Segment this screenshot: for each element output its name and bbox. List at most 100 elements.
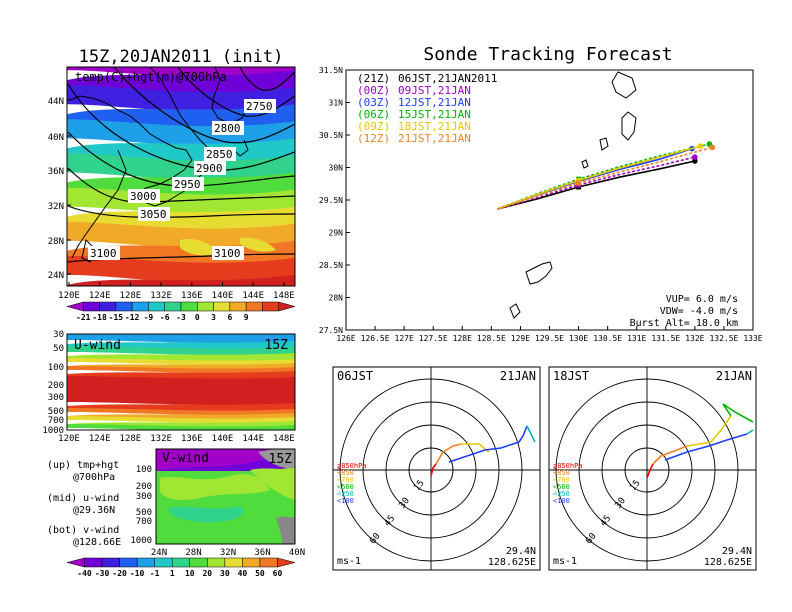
colorbar-label: 3	[211, 313, 216, 322]
lon-tick: 124E	[89, 291, 111, 301]
colorbar-label: 30	[220, 569, 230, 578]
x-tick-label: 127.5E	[419, 334, 448, 343]
height-label: 2800	[214, 122, 241, 135]
vwind-p-tick: 1000	[130, 536, 152, 546]
colorbar-swatch	[189, 557, 208, 568]
height-label: 3100	[90, 247, 117, 260]
hodograph-trace	[430, 463, 437, 477]
uwind-p-tick: 700	[48, 416, 64, 426]
colorbar-swatch	[207, 557, 226, 568]
lon-tick: 140E	[212, 291, 234, 301]
uwind-band	[67, 408, 295, 416]
colorbar-swatch	[115, 301, 133, 312]
legend-utc: (21Z)	[357, 72, 390, 85]
uwind-p-tick: 200	[48, 381, 64, 391]
track-end-marker	[697, 143, 704, 149]
pressure-legend-item: <500	[337, 483, 354, 491]
hodograph-frame	[548, 366, 757, 571]
x-tick-label: 128.5E	[477, 334, 506, 343]
height-label: 2950	[174, 178, 201, 191]
x-tick-label: 131E	[627, 334, 646, 343]
x-tick-label: 131.5E	[651, 334, 680, 343]
uwind-band	[67, 346, 295, 356]
track-coast	[509, 71, 637, 319]
track-end-marker	[692, 158, 698, 164]
uwind-section	[67, 334, 295, 430]
colorbar-swatch	[171, 557, 191, 568]
colorbar-label: -1	[150, 569, 160, 578]
lon-tick: 144E	[242, 291, 264, 301]
vwind-section	[156, 449, 295, 544]
lat-tick: 44N	[48, 97, 64, 107]
colorbar-label: 50	[255, 569, 265, 578]
colorbar-label: -10	[130, 569, 145, 578]
x-tick-label: 127E	[395, 334, 414, 343]
height-label: 3000	[130, 190, 157, 203]
hodograph-lon: 128.625E	[488, 557, 536, 568]
y-tick-label: 29N	[329, 229, 344, 238]
temp-patch	[180, 238, 220, 256]
vwind-lat-tick: 36N	[254, 548, 270, 558]
colorbar-swatch	[224, 557, 243, 568]
pressure-legend-item: <850	[553, 469, 570, 477]
note-line: @700hPa	[73, 472, 115, 483]
height-label: 3100	[214, 247, 241, 260]
x-tick-label: 128E	[453, 334, 472, 343]
pressure-legend-item: ≧850hPa	[553, 462, 583, 470]
colorbar-label: -3	[176, 313, 186, 322]
pressure-legend-item: <100	[553, 497, 570, 505]
y-tick-label: 31.5N	[319, 66, 343, 75]
map-frame	[66, 66, 296, 287]
legend-jst: 09JST,21JAN	[398, 84, 471, 97]
hodograph-trace	[646, 463, 654, 479]
hodograph-frame	[332, 366, 541, 571]
hodograph-trace	[746, 429, 754, 435]
pressure-legend-item: <100	[337, 497, 354, 505]
height-label: 3050	[140, 208, 167, 221]
x-tick-label: 126E	[336, 334, 355, 343]
colorbar-swatch	[164, 301, 182, 312]
colorbar-swatch	[242, 557, 261, 568]
hodograph-rings	[549, 367, 756, 570]
uwind-band	[67, 376, 295, 406]
colorbar-label: -20	[112, 569, 127, 578]
temperature-colorbar: -21 -18 -15 -12 -9 -6 -3 0 3 6 9	[66, 301, 296, 322]
vwind-label: V-wind	[162, 451, 209, 466]
note-line: @128.66E	[73, 537, 121, 548]
vwind-lat-tick: 40N	[289, 548, 305, 558]
lon-tick: 120E	[58, 291, 80, 301]
colorbar-swatch	[66, 557, 85, 568]
track-series-line	[496, 145, 701, 210]
uwind-p-tick: 500	[48, 407, 64, 417]
track-param: Burst Alt= 18.0 km	[630, 318, 738, 329]
hodograph-date: 21JAN	[500, 369, 536, 383]
vwind-p-tick: 700	[136, 517, 152, 527]
note-line: @29.36N	[73, 505, 115, 516]
note-line: (up) tmp+hgt	[47, 460, 119, 471]
pressure-legend-item: <250	[553, 490, 570, 498]
hodograph-trace	[435, 443, 462, 465]
x-tick-label: 129E	[511, 334, 530, 343]
x-tick-label: 129.5E	[535, 334, 564, 343]
vwind-p-tick: 100	[136, 465, 152, 475]
track-param: VUP= 6.0 m/s	[666, 294, 738, 305]
lon-tick: 148E	[273, 291, 295, 301]
wind-colorbar: -40 -30 -20 -10 -1 1 10 20 30 40 50 60	[66, 557, 296, 578]
colorbar-swatch	[119, 557, 138, 568]
uwind-frame	[66, 333, 296, 431]
temp-patch	[240, 237, 276, 252]
hodograph-trace	[652, 445, 688, 465]
height-label-bg	[194, 161, 226, 175]
legend-jst: 06JST,21JAN2011	[398, 72, 497, 85]
uwind-p-tick: 100	[48, 363, 64, 373]
colorbar-swatch	[229, 301, 247, 312]
uwind-band	[67, 358, 295, 366]
y-tick-label: 28N	[329, 294, 344, 303]
height-label: 2900	[196, 162, 223, 175]
height-label-bg	[204, 147, 236, 161]
hodograph-lon: 128.625E	[704, 557, 752, 568]
colorbar-label: -21	[76, 313, 91, 322]
y-tick-label: 30N	[329, 164, 344, 173]
